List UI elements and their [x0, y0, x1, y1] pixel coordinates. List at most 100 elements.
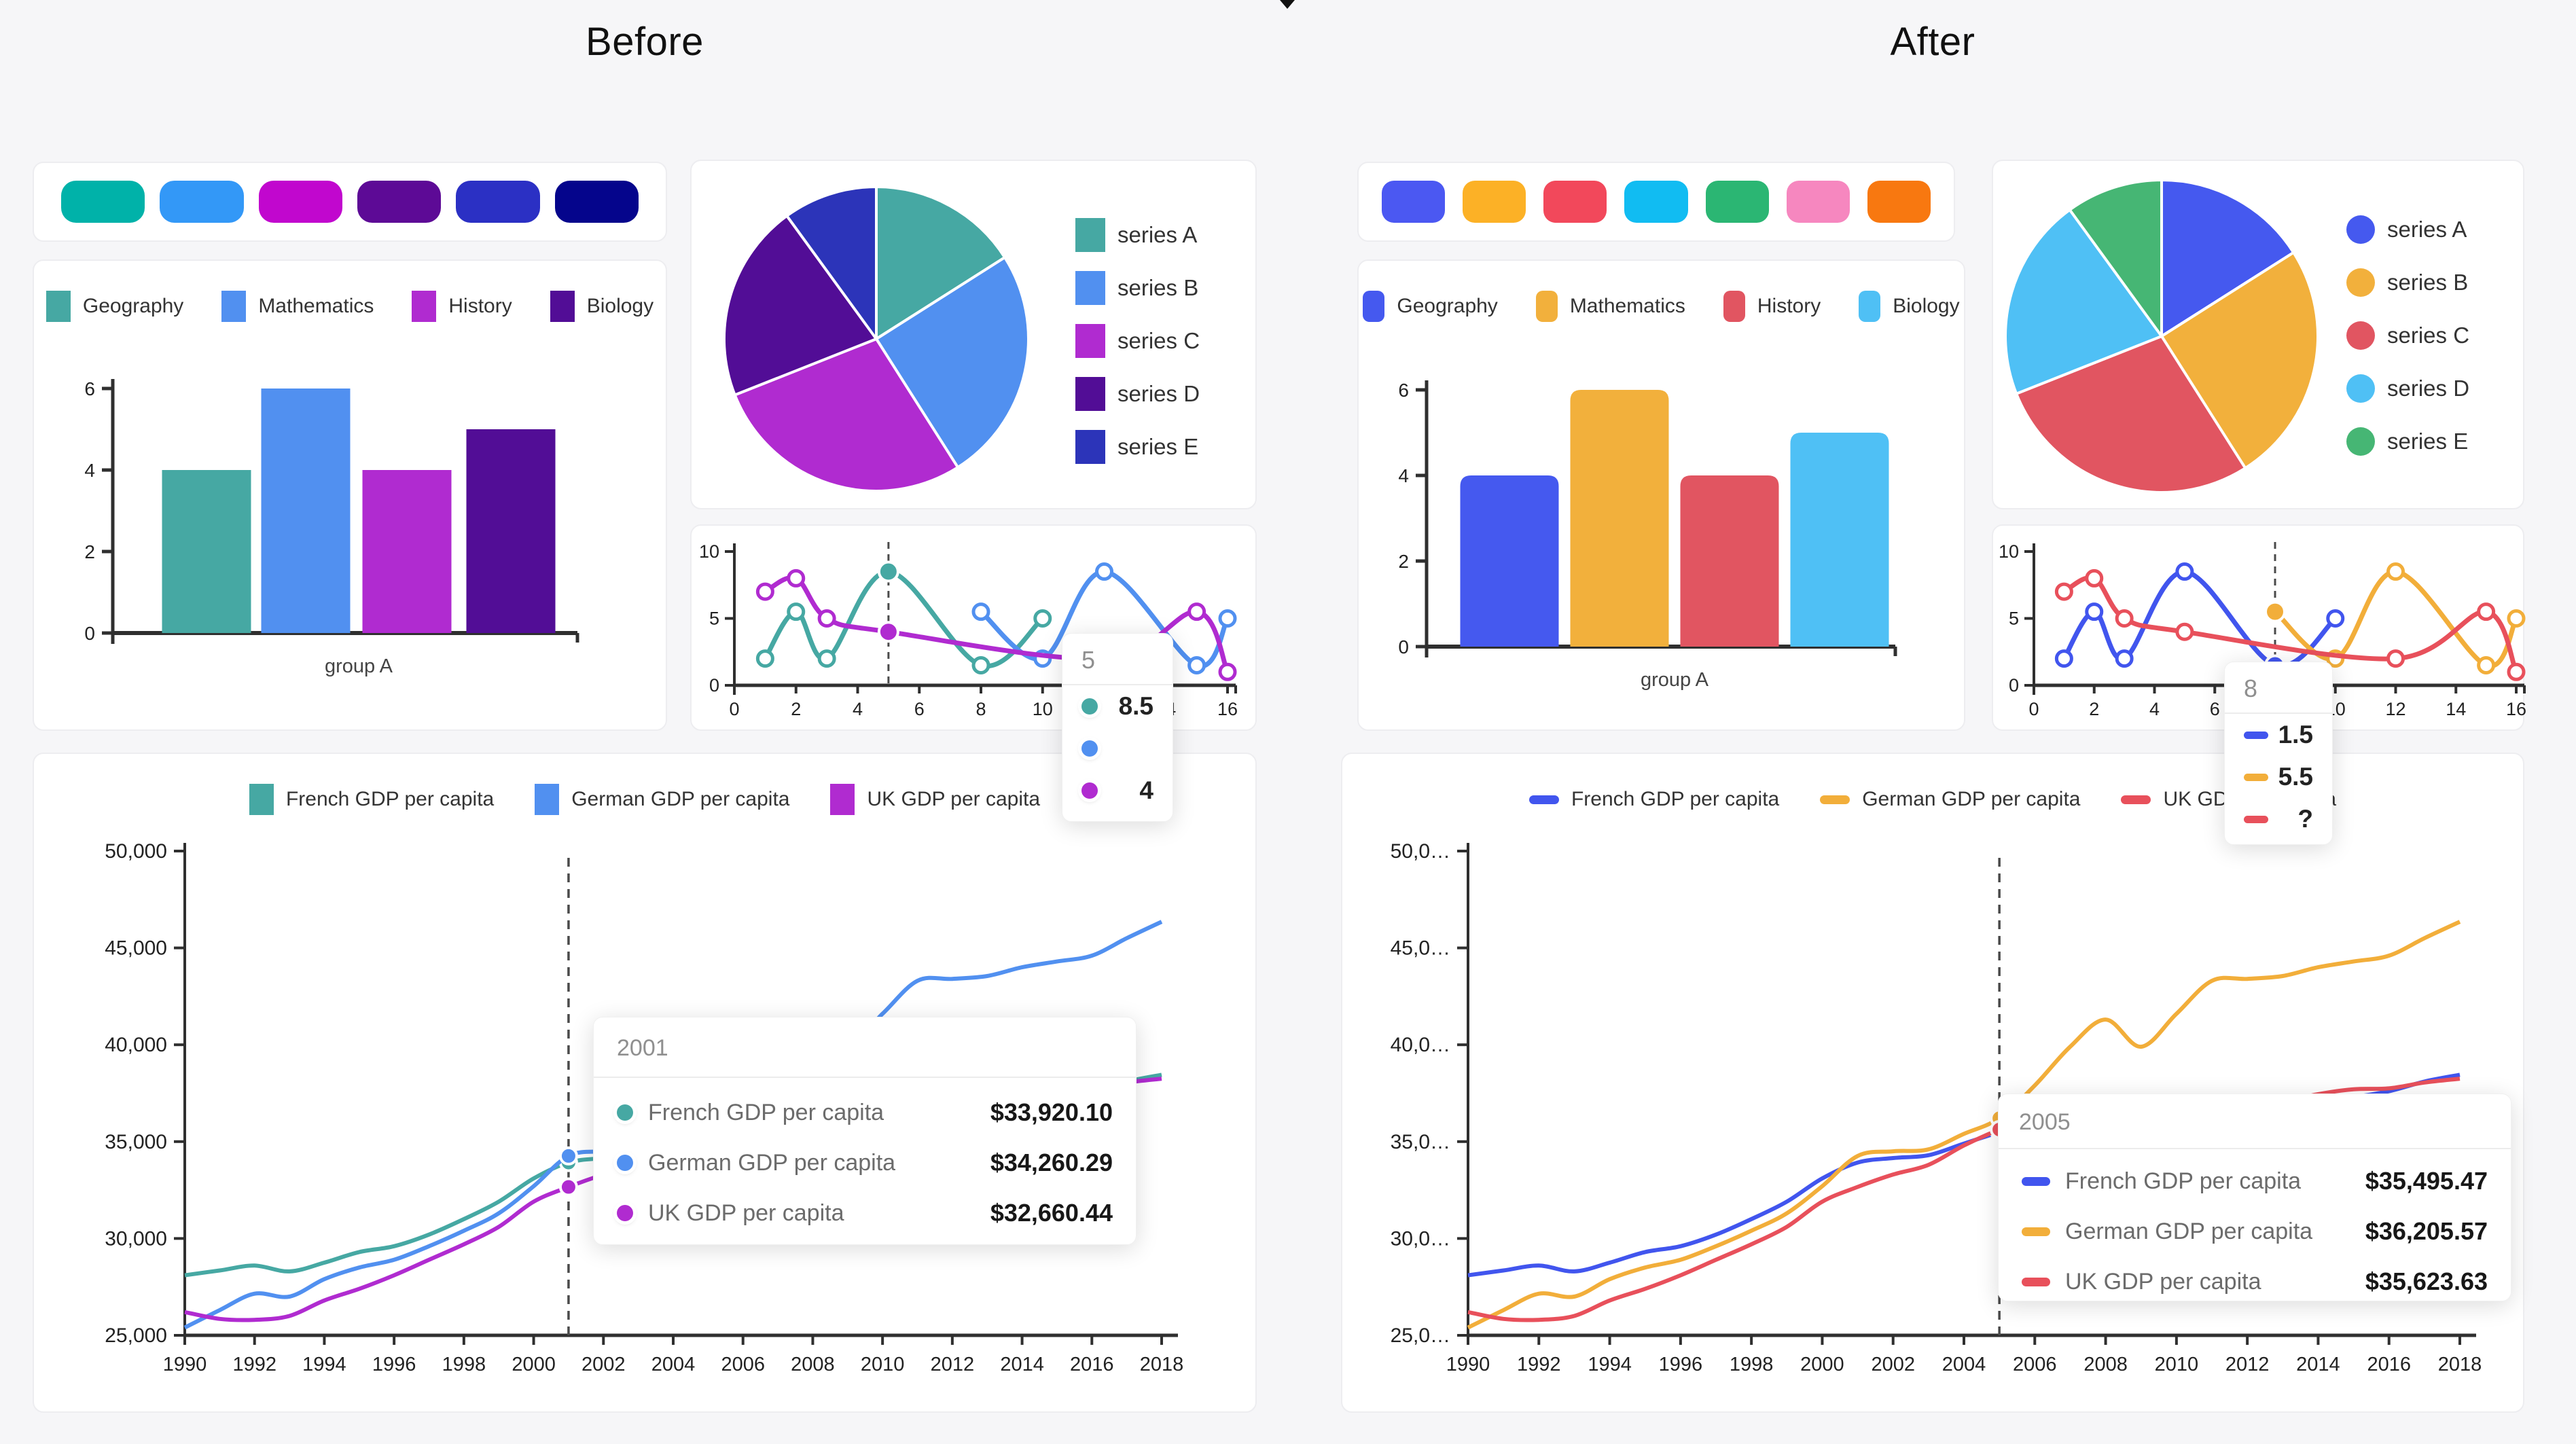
svg-text:1990: 1990 — [1446, 1354, 1490, 1375]
tooltip-series-marker — [617, 1104, 633, 1121]
bar-chart-svg[interactable]: 0 2 4 6 group A — [34, 327, 668, 708]
svg-text:0: 0 — [2009, 675, 2019, 696]
svg-text:50,0…: 50,0… — [1391, 840, 1450, 863]
legend-item-series-c[interactable]: series C — [1075, 314, 1200, 367]
tooltip-series-marker — [617, 1205, 633, 1221]
legend-marker — [249, 784, 274, 815]
palette-swatch — [160, 181, 244, 223]
svg-text:2014: 2014 — [1000, 1354, 1044, 1375]
legend-item-series-e[interactable]: series E — [2346, 415, 2469, 468]
before-pie-panel: series A series B series C series D series E — [690, 160, 1257, 509]
legend-label: series E — [1117, 434, 1199, 459]
tooltip-series-marker — [2244, 773, 2268, 781]
tooltip-value: $34,260.29 — [990, 1149, 1113, 1176]
tooltip-series-label: German GDP per capita — [2065, 1218, 2313, 1244]
tooltip-series-marker — [2244, 815, 2268, 823]
svg-text:6: 6 — [84, 378, 95, 399]
svg-text:2012: 2012 — [2225, 1354, 2270, 1375]
tooltip-series-label: UK GDP per capita — [2065, 1268, 2261, 1295]
svg-text:4: 4 — [1398, 465, 1409, 486]
tooltip-series-marker — [2022, 1227, 2050, 1236]
svg-text:2004: 2004 — [651, 1354, 696, 1375]
tooltip-series-marker — [617, 1155, 633, 1171]
svg-text:2006: 2006 — [2013, 1354, 2057, 1375]
svg-text:10: 10 — [1999, 541, 2019, 562]
legend-label: series C — [1117, 328, 1200, 353]
bar-chart-legend: Geography Mathematics History Biology — [34, 285, 666, 327]
legend-marker — [550, 291, 575, 322]
after-line-panel: 02468101214160510 8 1.55.5? — [1992, 524, 2526, 845]
legend-item-french-gdp-per-capita[interactable]: French GDP per capita — [249, 784, 494, 815]
legend-item-biology[interactable]: Biology — [550, 291, 654, 322]
svg-text:40,0…: 40,0… — [1391, 1034, 1450, 1056]
svg-text:6: 6 — [914, 699, 925, 719]
tooltip-row: 8.5 — [1062, 685, 1173, 727]
legend-marker — [1075, 271, 1105, 305]
pie-chart-legend: series A series B series C series D series E — [1075, 209, 1200, 473]
svg-text:30,0…: 30,0… — [1391, 1227, 1450, 1250]
svg-text:0: 0 — [84, 623, 95, 644]
legend-item-geography[interactable]: Geography — [46, 291, 183, 322]
legend-item-mathematics[interactable]: Mathematics — [221, 291, 374, 322]
legend-marker — [1535, 291, 1558, 322]
legend-item-history[interactable]: History — [412, 291, 512, 322]
legend-item-geography[interactable]: Geography — [1363, 291, 1498, 322]
pie-chart-svg[interactable] — [692, 161, 1258, 511]
legend-label: UK GDP per capita — [867, 788, 1041, 810]
tooltip-title: 2005 — [1999, 1094, 2511, 1149]
legend-item-series-c[interactable]: series C — [2346, 309, 2469, 362]
svg-text:group A: group A — [1641, 669, 1709, 691]
legend-marker — [1820, 795, 1850, 804]
legend-item-series-b[interactable]: series B — [1075, 261, 1200, 314]
legend-item-series-d[interactable]: series D — [2346, 362, 2469, 415]
tooltip-row: 4 — [1062, 770, 1173, 812]
legend-item-series-b[interactable]: series B — [2346, 256, 2469, 309]
tooltip-series-marker — [2022, 1176, 2050, 1186]
svg-text:2008: 2008 — [2083, 1354, 2128, 1375]
legend-label: series A — [1117, 222, 1198, 247]
legend-label: Mathematics — [1569, 295, 1685, 317]
legend-item-series-d[interactable]: series D — [1075, 367, 1200, 420]
before-gdp-panel: French GDP per capita German GDP per capi… — [33, 753, 1257, 1413]
legend-label: Biology — [1893, 295, 1960, 317]
svg-text:14: 14 — [2446, 699, 2466, 719]
gdp-chart-svg[interactable]: 25,000 30,000 35,000 40,000 45,000 50,000 1990… — [34, 820, 1258, 1406]
legend-item-series-a[interactable]: series A — [1075, 209, 1200, 261]
legend-marker — [221, 291, 247, 322]
svg-text:35,000: 35,000 — [105, 1131, 167, 1153]
svg-text:1990: 1990 — [163, 1354, 207, 1375]
legend-item-german-gdp-per-capita[interactable]: German GDP per capita — [535, 784, 789, 815]
before-line-panel: 02468101214160510 5 8.54 — [690, 524, 1257, 822]
svg-text:2002: 2002 — [582, 1354, 626, 1375]
svg-text:1992: 1992 — [232, 1354, 276, 1375]
tooltip-value: $33,920.10 — [990, 1098, 1113, 1126]
svg-text:2008: 2008 — [791, 1354, 835, 1375]
legend-marker — [2346, 427, 2375, 456]
legend-item-mathematics[interactable]: Mathematics — [1535, 291, 1685, 322]
gdp-chart-tooltip: 2005 French GDP per capita $35,495.47 Germ… — [1998, 1094, 2511, 1301]
svg-text:12: 12 — [2385, 699, 2405, 719]
svg-text:0: 0 — [1398, 636, 1409, 657]
svg-text:10: 10 — [1033, 699, 1053, 719]
legend-item-biology[interactable]: Biology — [1859, 291, 1960, 322]
cursor-caret — [1280, 0, 1295, 9]
svg-text:1996: 1996 — [1659, 1354, 1703, 1375]
legend-item-german-gdp-per-capita[interactable]: German GDP per capita — [1820, 788, 2080, 811]
legend-item-french-gdp-per-capita[interactable]: French GDP per capita — [1528, 788, 1779, 811]
svg-text:group A: group A — [325, 655, 393, 677]
svg-text:40,000: 40,000 — [105, 1034, 167, 1056]
after-title: After — [1890, 20, 1975, 64]
pie-chart-svg[interactable] — [1993, 161, 2526, 511]
legend-marker — [2346, 268, 2375, 297]
legend-item-history[interactable]: History — [1723, 291, 1821, 322]
bar-chart-svg[interactable]: 0 2 4 6 group A — [1359, 327, 1967, 718]
svg-text:2: 2 — [1398, 551, 1409, 572]
svg-text:4: 4 — [2149, 699, 2160, 719]
svg-text:1994: 1994 — [302, 1354, 346, 1375]
legend-marker — [1363, 291, 1385, 322]
svg-text:2: 2 — [84, 541, 95, 562]
svg-text:2010: 2010 — [2155, 1354, 2199, 1375]
legend-item-uk-gdp-per-capita[interactable]: UK GDP per capita — [830, 784, 1040, 815]
legend-item-series-a[interactable]: series A — [2346, 203, 2469, 256]
legend-item-series-e[interactable]: series E — [1075, 420, 1200, 473]
